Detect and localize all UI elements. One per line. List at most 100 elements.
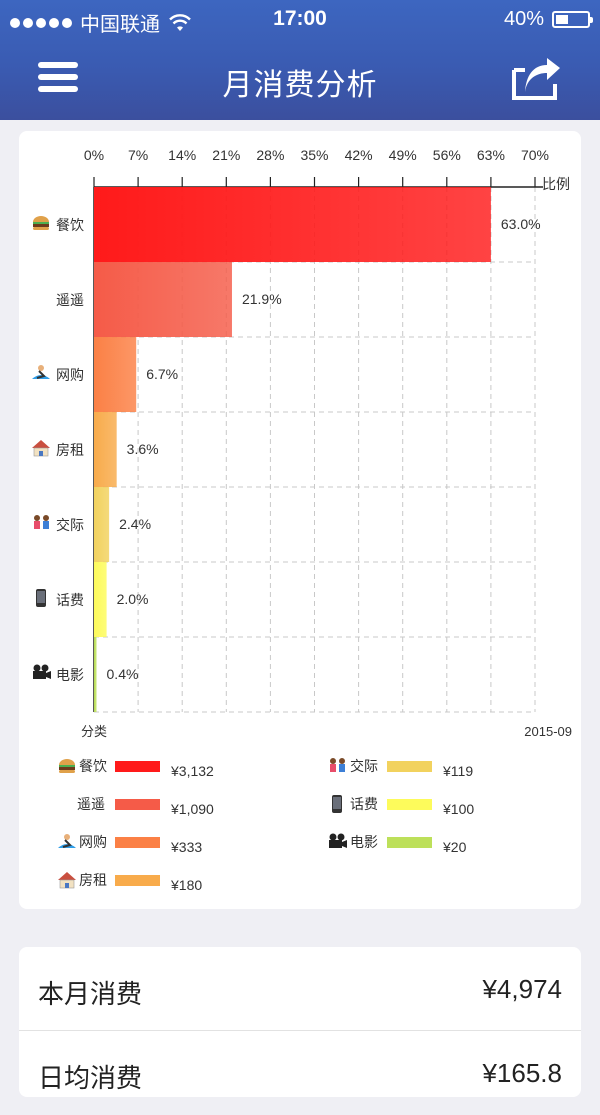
head [64, 834, 70, 840]
bar-value-label: 3.6% [127, 441, 159, 457]
legend-amount: ¥1,090 [170, 801, 214, 817]
reel [337, 833, 345, 841]
head [43, 515, 49, 521]
body [62, 839, 72, 848]
top-bar: 中国联通 17:00 40% 月消费分析 [0, 0, 600, 120]
legend-amount: ¥20 [442, 839, 467, 855]
camera-body [329, 840, 342, 848]
summary-value: ¥165.8 [482, 1058, 562, 1088]
head [34, 515, 40, 521]
summary-value: ¥4,974 [482, 974, 562, 1004]
legend-swatch [115, 875, 160, 886]
phone-icon [36, 589, 46, 607]
legend-item: 交际 ¥119 [330, 758, 473, 779]
patty [59, 767, 75, 770]
bar-value-label: 2.0% [117, 591, 149, 607]
divider [19, 1030, 581, 1031]
reel [33, 664, 41, 672]
legend-swatch [115, 799, 160, 810]
bar-value-label: 21.9% [242, 291, 282, 307]
couple-icon [330, 758, 345, 772]
body [330, 764, 336, 772]
status-time: 17:00 [273, 7, 327, 30]
head [38, 365, 44, 371]
x-tick-label: 56% [433, 147, 461, 163]
legend-swatch [115, 761, 160, 772]
hamburger-icon [59, 759, 75, 773]
lettuce [33, 222, 49, 224]
roof [32, 440, 50, 448]
lens [342, 840, 347, 848]
lettuce [59, 765, 75, 767]
legend-amount: ¥100 [442, 801, 474, 817]
legend-swatch [387, 799, 432, 810]
summary-card: 本月消费 ¥4,974 日均消费 ¥165.8 [19, 947, 581, 1097]
head [339, 758, 345, 764]
phone-screen [37, 591, 45, 603]
legend-label: 电影 [350, 834, 378, 850]
legend-amount: ¥3,132 [170, 763, 214, 779]
x-tick-label: 42% [345, 147, 373, 163]
signal-strength-icon [10, 17, 72, 28]
battery-percentage: 40% [503, 8, 544, 30]
bar-value-label: 0.4% [107, 666, 139, 682]
lens [46, 671, 51, 679]
bar-7 [94, 637, 97, 712]
bar-5 [94, 487, 110, 562]
bar-6 [94, 562, 107, 637]
x-tick-label: 49% [389, 147, 417, 163]
category-label: 网购 [56, 367, 84, 383]
period-label: 2015-09 [524, 724, 572, 739]
category-label: 遥遥 [56, 292, 84, 308]
bar-value-label: 2.4% [119, 516, 151, 532]
movie-camera-icon [33, 664, 51, 679]
menu-button[interactable] [38, 62, 78, 96]
status-bar: 中国联通 17:00 40% [0, 0, 600, 40]
phone-icon [332, 795, 342, 813]
legend-label: 交际 [350, 758, 378, 774]
category-label: 房租 [56, 442, 84, 458]
summary-label: 本月消费 [38, 979, 143, 1009]
bar-1 [94, 187, 491, 262]
category-label: 电影 [56, 667, 84, 683]
legend-swatch [387, 837, 432, 848]
movie-camera-icon [329, 833, 347, 848]
legend-label: 遥遥 [77, 796, 105, 812]
share-icon[interactable] [511, 58, 561, 100]
body [339, 764, 345, 772]
x-tick-label: 7% [128, 147, 148, 163]
bar-value-label: 6.7% [146, 366, 178, 382]
x-tick-label: 28% [256, 147, 284, 163]
hamburger-icon [33, 216, 49, 230]
body [34, 521, 40, 529]
x-axis-title: 比例 [542, 176, 570, 192]
carrier-name: 中国联通 [80, 14, 160, 36]
legend-swatch [115, 837, 160, 848]
bar-3 [94, 337, 137, 412]
legend-item: 餐饮 ¥3,132 [59, 758, 214, 779]
category-label: 交际 [56, 517, 84, 533]
legend-item: 话费 ¥100 [332, 795, 474, 817]
legend-label: 网购 [79, 834, 107, 850]
bun [59, 759, 75, 765]
surfer-icon [58, 834, 76, 848]
legend-item: 网购 ¥333 [58, 834, 202, 855]
roof [58, 872, 76, 880]
x-tick-label: 0% [84, 147, 104, 163]
consumption-bar-chart: 0% 7% 14% 21% 28% 35% 42% 49% 56% 63% 70% 比例 63.0% 餐饮… [32, 147, 572, 893]
bar-2 [94, 262, 232, 337]
y-axis-title: 分类 [81, 724, 107, 739]
battery-icon [552, 11, 593, 28]
surfer-icon [32, 365, 50, 379]
category-label: 话费 [56, 592, 84, 608]
legend-item: 遥遥 ¥1,090 [77, 796, 214, 817]
bar-value-label: 63.0% [501, 216, 541, 232]
legend-amount: ¥180 [170, 877, 202, 893]
body [43, 521, 49, 529]
page-title: 月消费分析 [222, 69, 378, 102]
legend-swatch [387, 761, 432, 772]
monthly-total-row: 本月消费 ¥4,974 [19, 947, 581, 1031]
daily-average-row: 日均消费 ¥165.8 [19, 1031, 581, 1115]
legend-label: 房租 [79, 872, 107, 888]
legend-item: 房租 ¥180 [58, 872, 202, 893]
